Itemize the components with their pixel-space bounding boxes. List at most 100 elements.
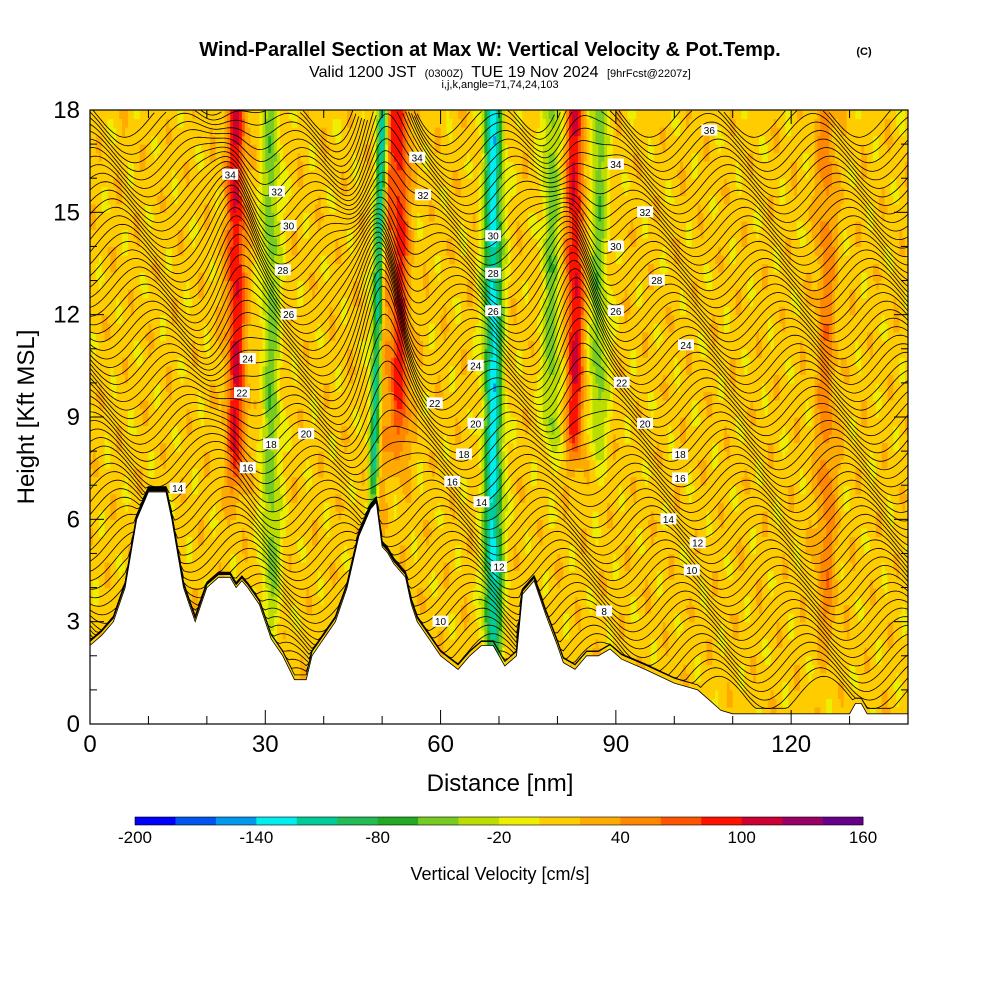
velocity-cell [104,254,109,265]
velocity-cell [127,169,132,179]
velocity-cell [116,570,120,580]
velocity-cell [142,348,147,358]
velocity-cell [127,425,132,435]
velocity-cell [165,127,170,137]
velocity-cell [101,510,106,520]
velocity-cell [180,442,185,452]
velocity-cell [174,186,179,196]
velocity-cell [122,135,126,145]
velocity-cell [136,289,141,299]
velocity-cell [163,382,167,393]
velocity-cell [98,348,103,358]
velocity-cell [98,118,103,128]
velocity-cell [113,195,117,205]
velocity-cell [139,297,144,307]
velocity-cell [98,297,103,307]
velocity-cell [116,178,120,188]
velocity-cell [113,263,117,273]
velocity-cell [157,144,161,154]
velocity-cell [177,254,182,265]
velocity-cell [160,186,164,196]
velocity-cell [148,263,152,273]
velocity-cell [92,579,97,589]
velocity-cell [145,220,150,230]
velocity-cell [180,459,185,469]
velocity-cell [145,340,150,350]
velocity-cell [183,510,188,520]
velocity-cell [171,161,176,171]
velocity-cell [145,203,150,213]
velocity-cell [148,110,152,120]
velocity-cell [168,417,173,427]
velocity-cell [183,374,188,384]
velocity-cell [142,468,147,478]
velocity-cell [116,161,120,171]
velocity-cell [92,220,97,230]
velocity-cell [98,434,103,444]
velocity-cell [92,476,97,486]
velocity-cell [127,212,132,222]
velocity-cell [145,348,150,358]
velocity-cell [177,135,182,145]
velocity-cell [133,237,138,248]
velocity-cell [119,152,123,162]
velocity-cell [116,340,120,350]
velocity-cell [151,246,155,256]
velocity-cell [180,272,185,282]
velocity-cell [183,451,188,461]
velocity-cell [139,331,144,341]
velocity-cell [95,127,100,137]
velocity-cell [133,399,138,410]
velocity-cell [110,229,114,239]
velocity-cell [113,314,117,324]
velocity-cell [127,434,132,444]
velocity-cell [113,408,117,418]
velocity-cell [127,382,132,393]
velocity-cell [139,340,144,350]
velocity-cell [113,476,117,486]
velocity-cell [130,246,135,256]
velocity-cell [107,178,112,188]
velocity-cell [142,417,147,427]
velocity-cell [163,357,167,367]
velocity-cell [142,459,147,469]
velocity-cell [125,144,129,154]
velocity-cell [174,246,179,256]
velocity-cell [122,382,126,393]
velocity-cell [177,374,182,384]
velocity-cell [160,127,164,137]
velocity-cell [180,203,185,213]
velocity-cell [154,263,158,273]
velocity-cell [168,408,173,418]
velocity-cell [119,408,123,418]
velocity-cell [113,561,117,572]
velocity-cell [90,161,94,171]
velocity-cell [165,280,170,290]
chart-title-mark: (C) [856,46,872,58]
velocity-cell [139,408,144,418]
velocity-cell [92,365,97,375]
velocity-cell [183,323,188,333]
velocity-cell [95,314,100,324]
velocity-cell [95,459,100,469]
velocity-cell [127,314,132,324]
velocity-cell [151,289,155,299]
velocity-cell [92,127,97,137]
velocity-cell [116,596,120,606]
velocity-cell [127,365,132,375]
velocity-cell [92,195,97,205]
velocity-cell [127,468,132,478]
velocity-cell [125,340,129,350]
velocity-cell [125,212,129,222]
velocity-cell [154,203,158,213]
velocity-cell [148,331,152,341]
velocity-cell [154,306,158,316]
velocity-cell [104,544,109,555]
velocity-cell [168,374,173,384]
velocity-cell [177,399,182,410]
velocity-cell [177,357,182,367]
velocity-cell [139,246,144,256]
velocity-cell [113,340,117,350]
velocity-cell [180,527,185,537]
velocity-cell [157,399,161,410]
